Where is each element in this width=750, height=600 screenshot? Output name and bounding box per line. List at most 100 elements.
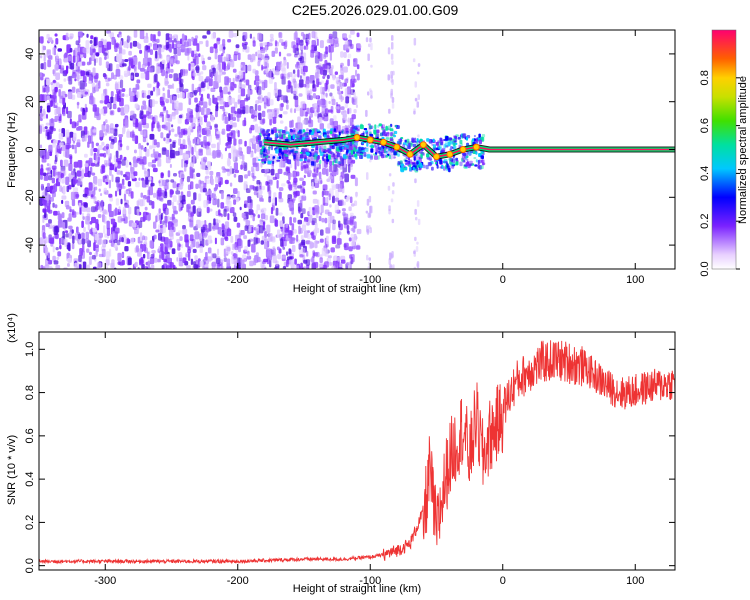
heatmap-cell [244,174,248,179]
heatmap-cell [477,163,480,168]
heatmap-cell [293,95,299,100]
heatmap-cell [298,243,302,250]
heatmap-cell [294,98,299,108]
heatmap-cell [330,84,335,89]
heatmap-cell [250,108,255,115]
heatmap-cell [136,79,141,84]
heatmap-cell [365,210,369,214]
heatmap-cell [108,193,113,198]
heatmap-cell [55,72,60,80]
heatmap-cell [209,46,214,54]
heatmap-cell [167,84,173,89]
heatmap-cell [278,212,283,216]
heatmap-cell [214,123,218,128]
heatmap-cell [397,161,400,166]
heatmap-cell [141,105,144,111]
heatmap-cell [128,58,134,67]
heatmap-cell [354,177,358,187]
heatmap-cell [163,106,166,110]
heatmap-cell [46,105,51,113]
heatmap-cell [112,223,117,229]
heatmap-cell [355,245,361,250]
colorbar-label: Normalized spectral amplitude [737,76,749,224]
heatmap-cell [235,197,239,203]
heatmap-cell [389,128,394,132]
heatmap-cell [317,81,322,85]
heatmap-cell [291,41,296,49]
heatmap-cell [126,129,130,136]
heatmap-cell [49,268,52,269]
heatmap-cell [81,238,85,245]
heatmap-cell [387,185,391,191]
heatmap-cell [253,237,258,245]
heatmap-cell [414,81,417,88]
heatmap-cell [203,234,207,239]
heatmap-cell [262,128,266,132]
heatmap-cell [306,128,309,132]
heatmap-cell [290,85,293,94]
heatmap-cell [140,130,145,135]
heatmap-cell [355,193,358,198]
heatmap-cell [346,77,349,81]
heatmap-cell [280,238,283,247]
heatmap-cell [316,38,319,46]
heatmap-cell [57,144,60,149]
heatmap-cell [291,152,295,157]
heatmap-cell [110,96,114,103]
heatmap-cell [446,163,449,168]
heatmap-cell [160,132,164,139]
heatmap-cell [417,71,420,75]
heatmap-cell [231,97,235,104]
heatmap-cell [215,218,219,224]
heatmap-cell [63,54,66,59]
heatmap-cell [412,163,416,168]
heatmap-cell [268,146,271,151]
heatmap-cell [337,161,341,165]
heatmap-cell [158,153,161,158]
heatmap-cell [219,89,224,98]
heatmap-cell [220,202,225,209]
heatmap-cell [46,151,49,160]
heatmap-cell [56,256,60,260]
heatmap-cell [194,255,198,261]
heatmap-cell [278,187,284,191]
heatmap-cell [160,172,164,179]
heatmap-cell [69,33,74,39]
heatmap-cell [119,40,122,48]
heatmap-cell [195,104,199,113]
heatmap-cell [332,31,338,39]
heatmap-cell [130,167,135,174]
heatmap-cell [71,198,76,207]
heatmap-cell [329,92,333,97]
heatmap-cell [43,87,46,93]
heatmap-cell [390,88,393,96]
heatmap-cell [276,180,279,189]
heatmap-cell [289,163,293,169]
heatmap-cell [353,78,357,83]
heatmap-cell [105,119,108,124]
heatmap-cell [86,61,91,66]
heatmap-cell [77,126,83,131]
ridge-point [393,143,401,151]
heatmap-cell [292,184,297,192]
heatmap-cell [353,200,358,206]
heatmap-cell [259,119,263,125]
heatmap-cell [147,213,150,222]
heatmap-cell [230,251,234,255]
heatmap-cell [187,249,192,254]
heatmap-cell [279,120,284,124]
heatmap-cell [478,133,481,138]
heatmap-cell [182,130,188,135]
heatmap-cell [249,260,254,267]
heatmap-cell [253,80,257,86]
heatmap-cell [204,220,207,226]
heatmap-cell [198,148,203,156]
heatmap-cell [163,137,166,142]
heatmap-cell [177,43,181,48]
heatmap-cell [223,87,228,95]
heatmap-cell [340,106,345,111]
heatmap-cell [393,156,397,159]
heatmap-cell [271,145,273,151]
heatmap-cell [98,46,102,53]
